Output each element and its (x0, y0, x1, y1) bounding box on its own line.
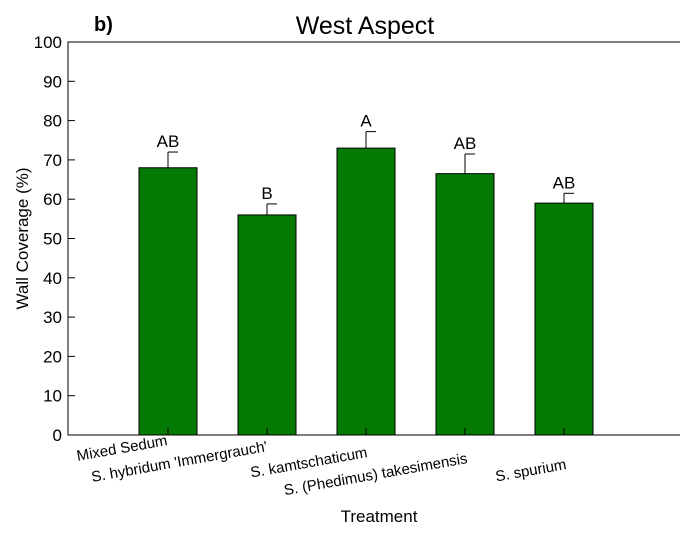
x-tick-label: S. spurium (494, 456, 568, 485)
significance-letter: AB (454, 134, 477, 153)
y-tick-label: 50 (43, 230, 62, 249)
x-axis-label: Treatment (341, 507, 418, 526)
significance-letter: A (360, 112, 372, 131)
chart-title: West Aspect (295, 12, 435, 40)
panel-label: b) (94, 14, 113, 36)
y-tick-label: 30 (43, 308, 62, 327)
bar (336, 147, 396, 436)
bar (138, 167, 198, 436)
y-tick-label: 60 (43, 190, 62, 209)
bar (534, 202, 594, 436)
y-tick-label: 70 (43, 151, 62, 170)
significance-letter: B (261, 184, 272, 203)
y-tick-label: 90 (43, 72, 62, 91)
y-tick-label: 80 (43, 112, 62, 131)
y-tick-label: 0 (53, 426, 62, 445)
y-tick-label: 20 (43, 347, 62, 366)
significance-letter: AB (553, 173, 576, 192)
y-tick-label: 100 (34, 33, 62, 52)
bar (237, 214, 297, 436)
bar (435, 173, 495, 436)
y-tick-label: 10 (43, 387, 62, 406)
y-axis-label: Wall Coverage (%) (13, 167, 32, 309)
plot-frame (67, 41, 680, 436)
y-tick-label: 40 (43, 269, 62, 288)
bars: AB B A AB AB (138, 112, 594, 436)
y-axis: 0 10 20 30 40 50 60 70 80 90 100 (34, 33, 75, 445)
significance-letter: AB (157, 132, 180, 151)
